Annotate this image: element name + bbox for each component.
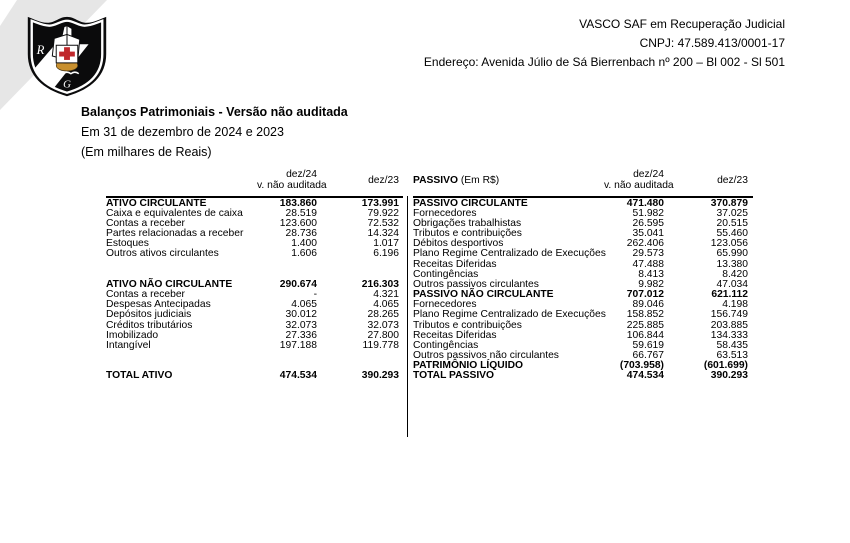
svg-text:R: R <box>36 43 45 57</box>
svg-text:G: G <box>63 78 71 90</box>
